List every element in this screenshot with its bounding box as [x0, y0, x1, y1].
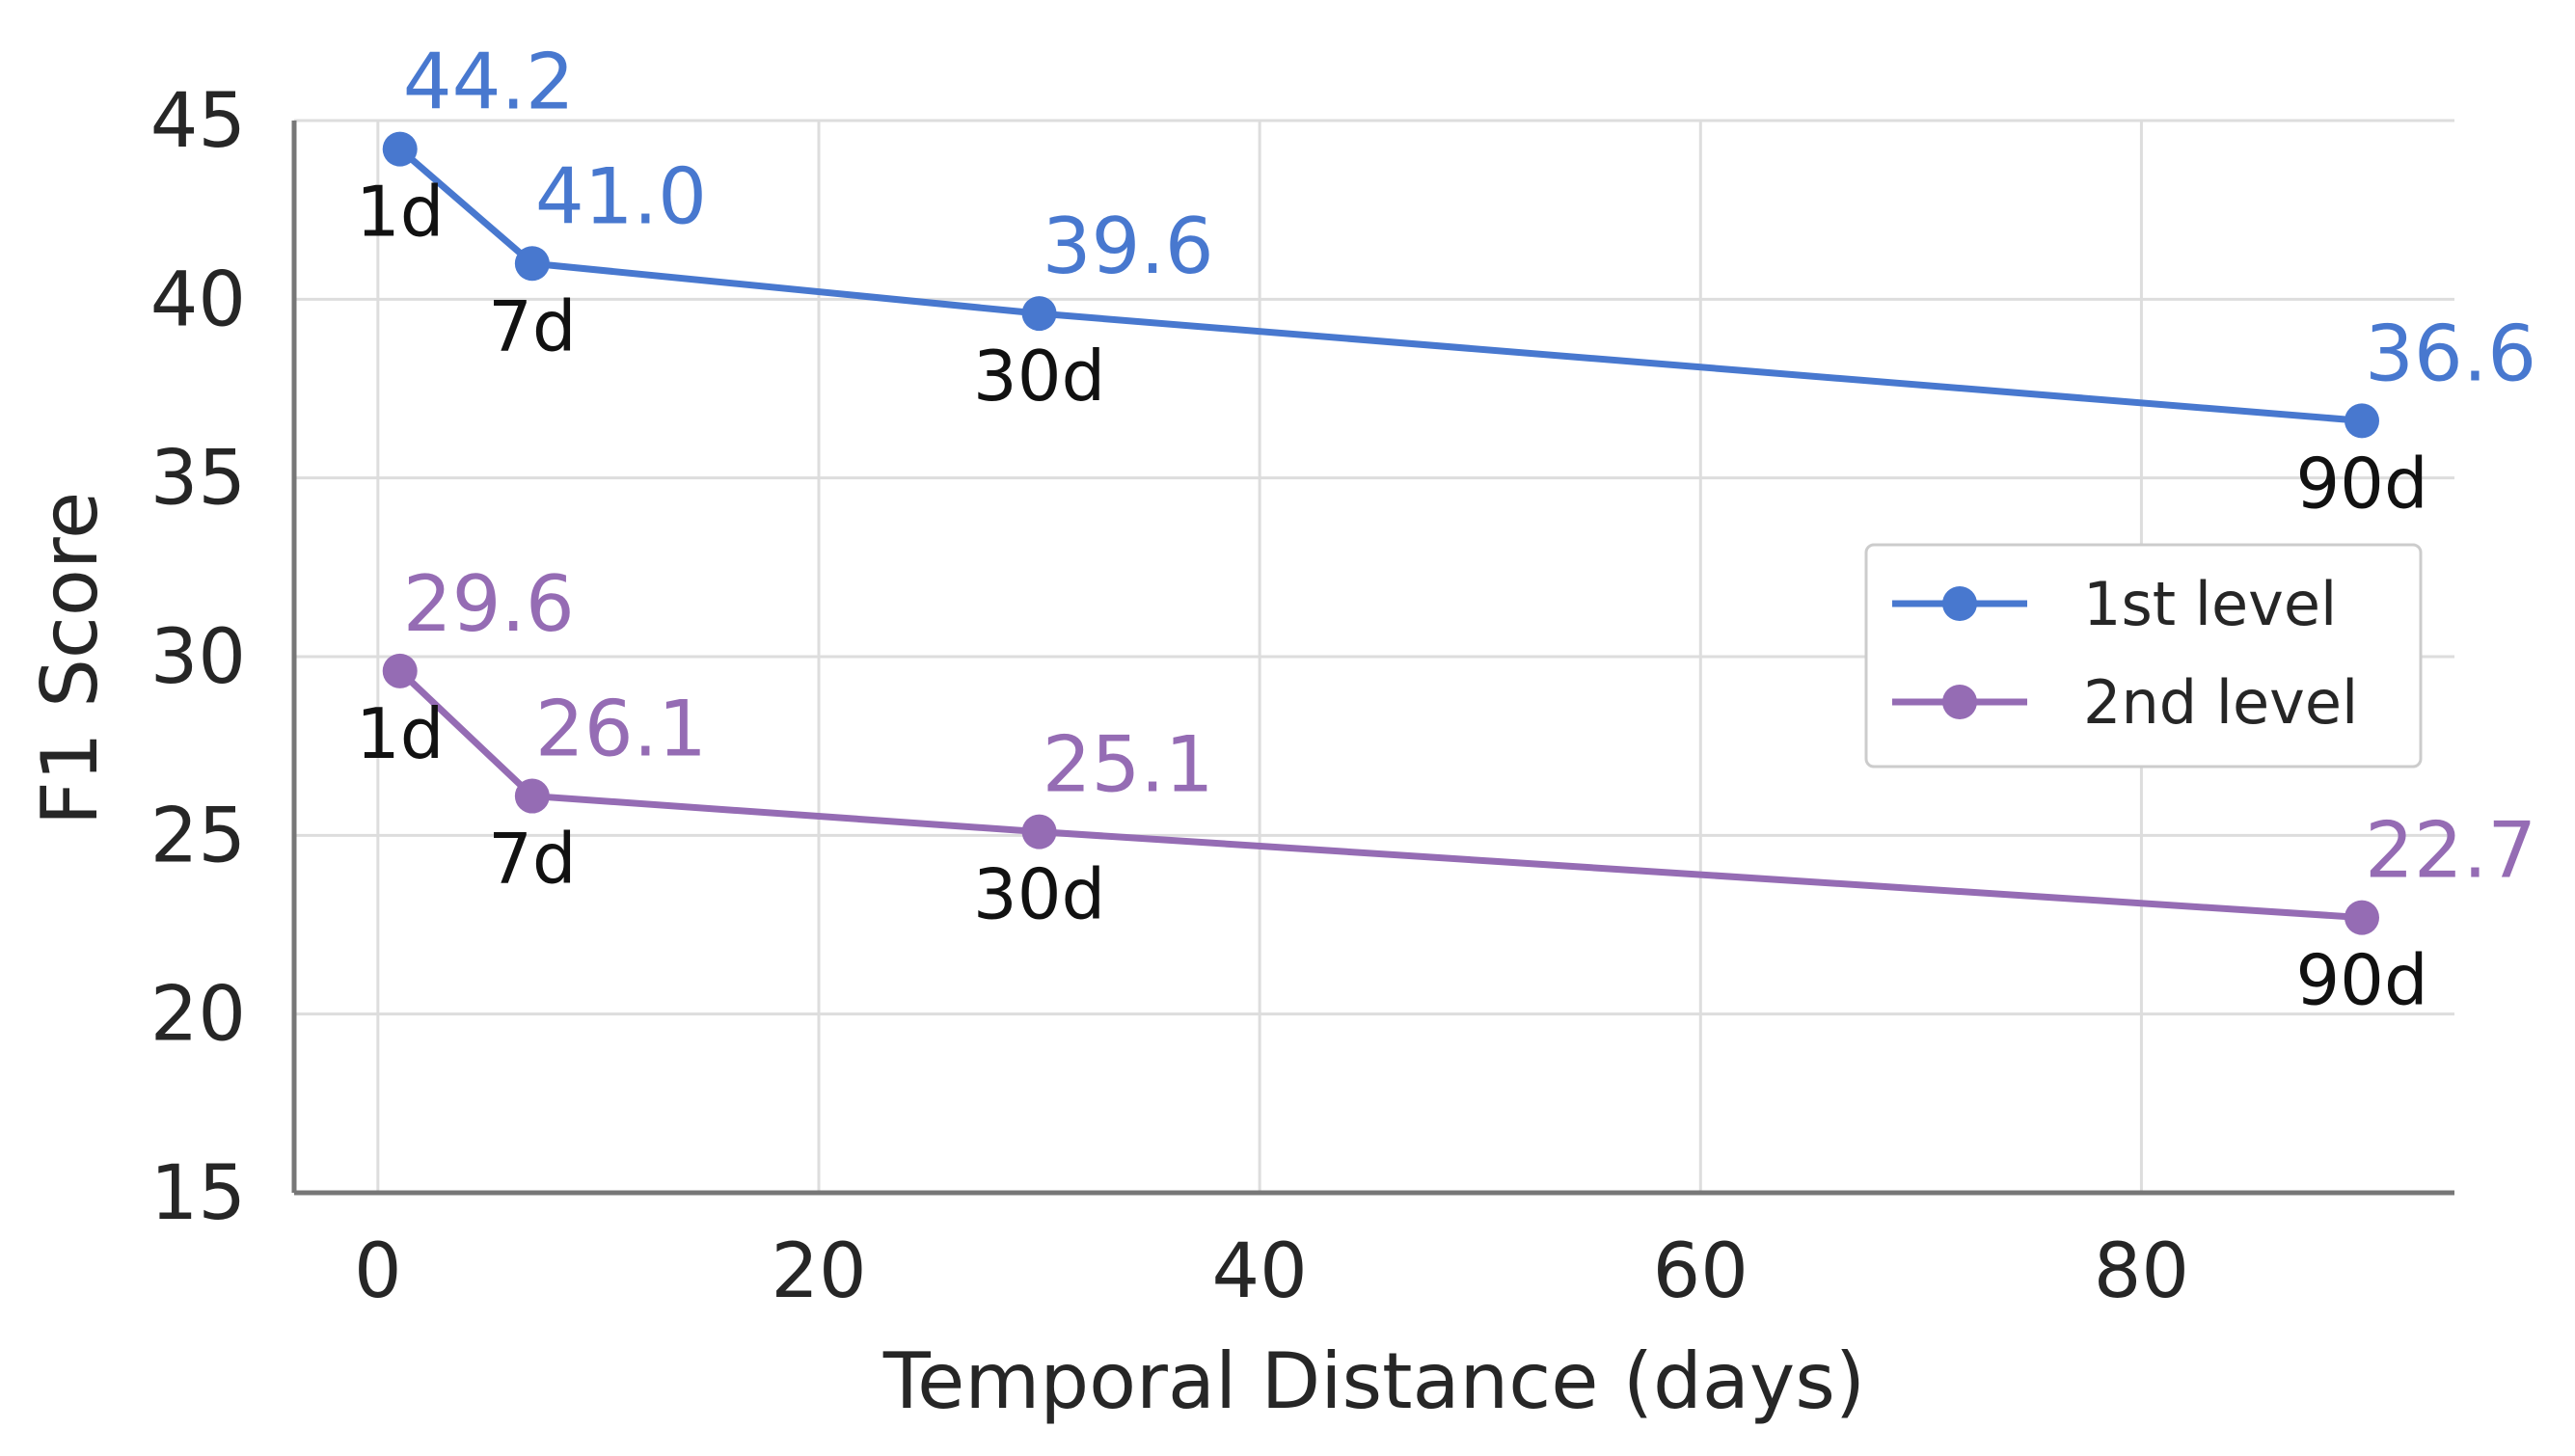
data-label: 39.6: [1043, 202, 1214, 291]
x-tick-labels: 0 20 40 60 80: [354, 1228, 2189, 1315]
x-tick-label: 0: [354, 1228, 402, 1315]
y-tick-label: 40: [150, 256, 246, 343]
legend-entry: 1st level: [1892, 569, 2337, 639]
point-label: 90d: [2295, 443, 2427, 524]
point-label: 1d: [356, 172, 445, 253]
x-axis-title: Temporal Distance (days): [882, 1336, 1865, 1426]
legend-marker: [1942, 586, 1977, 621]
data-label: 25.1: [1043, 720, 1214, 810]
data-label: 41.0: [535, 151, 707, 241]
x-tick-label: 20: [771, 1228, 866, 1315]
data-point: [514, 778, 550, 814]
series-1: 44.2 1d 41.0 7d 39.6 30d 36.6 90d: [356, 38, 2536, 525]
axes: [291, 121, 2454, 1196]
point-label: 7d: [488, 819, 577, 900]
data-point: [1021, 814, 1057, 849]
data-label: 29.6: [403, 559, 575, 649]
data-point: [2345, 900, 2379, 935]
point-label: 90d: [2295, 940, 2427, 1021]
point-label: 1d: [356, 693, 445, 774]
legend: 1st level 2nd level: [1864, 543, 2423, 768]
data-point: [1021, 296, 1057, 332]
legend-entry: 2nd level: [1892, 667, 2358, 738]
series-2: 29.6 1d 26.1 7d 25.1 30d 22.7 90d: [356, 559, 2536, 1021]
data-point: [514, 246, 550, 282]
point-label: 30d: [973, 336, 1105, 417]
data-label: 22.7: [2365, 806, 2536, 896]
series-layer: 44.2 1d 41.0 7d 39.6 30d 36.6 90d 29.6 1d 26.1 7d 25…: [356, 38, 2536, 1021]
point-label: 30d: [973, 854, 1105, 935]
x-tick-label: 60: [1653, 1228, 1748, 1315]
y-tick-label: 20: [150, 972, 246, 1059]
data-label: 36.6: [2365, 309, 2536, 398]
data-label: 44.2: [403, 38, 575, 127]
data-label: 26.1: [535, 685, 707, 774]
point-label: 7d: [488, 285, 577, 366]
y-tick-label: 30: [150, 614, 246, 701]
legend-label: 2nd level: [2083, 667, 2358, 738]
x-tick-label: 40: [1212, 1228, 1308, 1315]
x-tick-label: 80: [2094, 1228, 2189, 1315]
y-tick-label: 15: [150, 1150, 246, 1237]
y-tick-label: 35: [150, 436, 246, 523]
data-point: [2345, 403, 2379, 439]
y-axis-title: F1 Score: [25, 492, 115, 825]
y-tick-label: 45: [150, 78, 246, 165]
y-tick-labels: 15 20 25 30 35 40 45: [150, 78, 246, 1237]
series-line: [397, 668, 2363, 922]
y-tick-label: 25: [150, 793, 246, 879]
legend-label: 1st level: [2083, 569, 2337, 639]
series-line: [397, 147, 2363, 424]
data-point: [382, 653, 418, 688]
data-point: [382, 131, 418, 167]
legend-marker: [1942, 685, 1977, 719]
